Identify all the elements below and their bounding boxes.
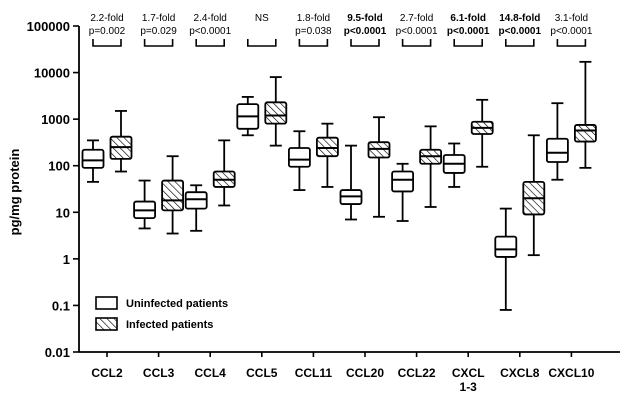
significance-bracket [453,39,483,47]
significance-bracket [143,39,174,47]
legend-swatch-uninfected [95,296,118,310]
box-hatched-cxcl8 [522,134,546,257]
p-value-label: p<0.0001 [447,26,490,37]
box-iqr [184,191,208,210]
y-tick-label-5: 1000 [41,112,70,127]
significance-bracket [350,39,380,47]
annotation-ccl2: 2.2-fold p=0.002 [89,13,126,47]
box-iqr [315,136,339,158]
annotation-ccl22: 2.7-fold p<0.0001 [396,13,438,47]
y-axis: 0.01 0.1 1 10 100 1000 10000 100000 [27,19,80,360]
box-open-cxcl10 [546,102,569,181]
fold-change-label: NS [255,13,269,24]
box-hatched-ccl4 [212,139,236,207]
legend-label-infected: Infected patients [126,319,213,331]
boxes-layer [81,60,597,311]
annotation-ccl20: 9.5-fold p<0.0001 [344,13,387,47]
p-value-label: p=0.029 [140,26,177,37]
box-open-ccl22 [391,162,415,222]
fold-change-label: 2.7-fold [400,13,433,24]
box-hatched-ccl5 [264,76,288,147]
annotation-ccl5: NS [247,13,277,47]
box-open-cxcl8 [494,207,518,311]
legend-label-uninfected: Uninfected patients [126,298,228,310]
box-open-ccl4 [184,184,208,232]
y-tick-label-3: 10 [56,205,70,220]
box-iqr [494,235,518,258]
box-hatched-cxcl10 [574,60,597,169]
significance-bracket [195,39,225,47]
x-tick-label-7-line-0: CXCL [452,366,485,380]
annotation-cxcl-1-3: 6.1-fold p<0.0001 [447,13,490,47]
x-tick-label-0: CCL2 [91,366,123,380]
fold-change-label: 9.5-fold [347,13,383,24]
p-value-label: p<0.0001 [189,26,231,37]
box-iqr [161,179,185,212]
annotation-ccl4: 2.4-fold p<0.0001 [189,13,232,47]
significance-bracket [298,39,329,47]
y-tick-label-1: 0.1 [52,298,70,313]
significance-bracket [505,39,535,47]
annotation-ccl3: 1.7-fold p=0.029 [140,13,177,47]
box-open-ccl20 [339,144,363,221]
box-iqr [574,124,597,143]
y-tick-label-2: 1 [63,252,70,267]
fold-change-label: 2.2-fold [90,13,123,24]
fold-change-label: 6.1-fold [450,13,486,24]
x-tick-label-8: CXCL8 [500,366,540,380]
significance-bracket [556,39,587,47]
significance-bracket [92,39,122,47]
annotation-cxcl8: 14.8-fold p<0.0001 [499,13,542,47]
box-iqr [287,147,311,168]
fold-change-label: 2.4-fold [194,13,227,24]
p-value-label: p<0.0001 [396,26,438,37]
x-tick-label-6: CCL22 [398,366,436,380]
x-tick-label-4: CCL11 [295,366,333,380]
fold-change-label: 3.1-fold [555,13,588,24]
p-value-label: p=0.002 [89,26,126,37]
x-tick-label-5: CCL20 [346,366,384,380]
p-value-label: p=0.038 [295,26,332,37]
box-hatched-cxcl-1-3 [470,98,494,168]
p-value-label: p<0.0001 [499,26,542,37]
x-tick-label-9: CXCL10 [548,366,594,380]
box-open-ccl5 [236,96,260,137]
x-tick-label-3: CCL5 [246,366,278,380]
box-hatched-ccl2 [109,110,133,173]
box-iqr [81,148,105,169]
significance-bracket [247,39,277,47]
box-open-cxcl-1-3 [442,142,466,188]
box-hatched-ccl11 [315,122,339,188]
box-iqr [391,170,415,193]
fold-change-label: 1.8-fold [297,13,330,24]
annotation-cxcl10: 3.1-fold p<0.0001 [550,13,593,47]
y-tick-label-6: 10000 [34,66,70,81]
p-value-label: p<0.0001 [550,26,592,37]
significance-annotations: 2.2-fold p=0.002 1.7-fold p=0.029 2.4-fold p<… [89,13,593,47]
fold-change-label: 14.8-fold [499,13,540,24]
x-tick-label-7-line-1: 1-3 [460,380,478,393]
legend: Uninfected patients Infected patients [95,296,228,331]
box-open-ccl11 [287,130,311,191]
box-open-ccl3 [133,179,157,230]
y-tick-label-0: 0.01 [45,345,70,360]
annotation-ccl11: 1.8-fold p=0.038 [295,13,332,47]
y-tick-label-7: 100000 [27,19,70,34]
box-hatched-ccl22 [419,125,443,208]
x-tick-label-1: CCL3 [143,366,175,380]
box-iqr [264,101,288,125]
box-iqr [546,137,569,163]
p-value-label: p<0.0001 [344,26,387,37]
significance-bracket [401,39,432,47]
y-axis-title: pg/mg protein [7,149,22,236]
legend-swatch-infected [95,317,118,331]
x-tick-label-2: CCL4 [195,366,227,380]
box-hatched-ccl3 [161,155,185,235]
box-hatched-ccl20 [367,116,391,218]
y-tick-label-4: 100 [48,159,70,174]
fold-change-label: 1.7-fold [142,13,175,24]
box-open-ccl2 [81,139,105,183]
x-axis: CCL2 CCL3 CCL4 CCL5 CCL11 CCL20 CCL22 CXCL1-3 CX… [79,351,620,393]
